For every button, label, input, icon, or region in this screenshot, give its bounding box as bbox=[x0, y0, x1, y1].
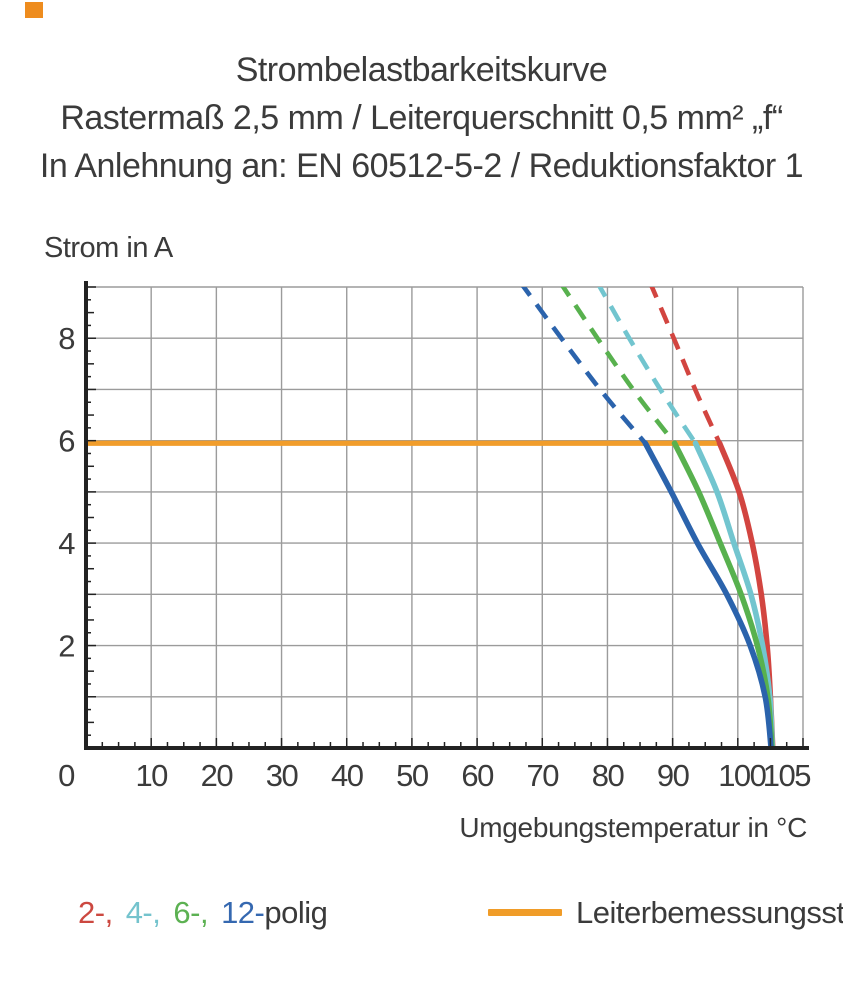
x-tick-label: 50 bbox=[396, 758, 429, 793]
legend-item-polig-suffix: polig bbox=[264, 895, 328, 930]
y-tick-label: 2 bbox=[58, 629, 74, 664]
curve-solid-6-polig bbox=[671, 440, 775, 748]
x-tick-label: 10 bbox=[135, 758, 168, 793]
chart-title-line-3: In Anlehnung an: EN 60512-5-2 / Reduktio… bbox=[39, 147, 804, 185]
series-curves bbox=[520, 287, 776, 748]
curve-dashed-12-polig bbox=[520, 287, 648, 445]
chart-title: Strombelastbarkeitskurve Rastermaß 2,5 m… bbox=[0, 46, 843, 190]
y-axis-title: Strom in A bbox=[44, 232, 173, 264]
curve-dashed-4-polig bbox=[597, 287, 698, 445]
orange-corner-marker bbox=[25, 2, 43, 18]
x-tick-label: 60 bbox=[461, 758, 494, 793]
grid bbox=[86, 286, 804, 748]
y-tick-label: 8 bbox=[58, 321, 74, 356]
legend-pole-counts: 2-, 4-, 6-, 12-polig bbox=[78, 895, 328, 931]
x-tick-label: 30 bbox=[266, 758, 299, 793]
legend-item-6-pole: 6-, bbox=[173, 895, 209, 930]
axes bbox=[84, 281, 809, 750]
legend-item-4-pole: 4-, bbox=[125, 895, 161, 930]
reference-line-label: Leiterbemessungsstrom bbox=[576, 895, 843, 930]
legend-item-12-pole: 12- bbox=[221, 895, 265, 930]
chart-title-line-2: Rastermaß 2,5 mm / Leiterquerschnitt 0,5… bbox=[60, 99, 783, 137]
tick-marks bbox=[86, 286, 804, 748]
curve-dashed-2-polig bbox=[649, 287, 722, 445]
curve-dashed-6-polig bbox=[560, 287, 677, 445]
x-tick-label: 105 bbox=[763, 758, 810, 793]
x-tick-label: 90 bbox=[657, 758, 690, 793]
x-tick-label: 70 bbox=[527, 758, 560, 793]
reference-line-swatch bbox=[488, 909, 562, 916]
legend-item-2-pole: 2-, bbox=[78, 895, 113, 930]
y-tick-label: 6 bbox=[58, 424, 74, 459]
x-tick-label: 100 bbox=[718, 758, 766, 793]
x-tick-label: 20 bbox=[201, 758, 234, 793]
x-tick-label: 40 bbox=[331, 758, 364, 793]
chart-title-line-1: Strombelastbarkeitskurve bbox=[235, 51, 608, 89]
x-tick-label: 0 bbox=[58, 758, 75, 793]
x-axis-title: Umgebungstemperatur in °C bbox=[459, 812, 807, 843]
x-tick-label: 80 bbox=[592, 758, 625, 793]
curve-solid-12-polig bbox=[642, 440, 774, 748]
y-tick-label: 4 bbox=[58, 526, 75, 561]
